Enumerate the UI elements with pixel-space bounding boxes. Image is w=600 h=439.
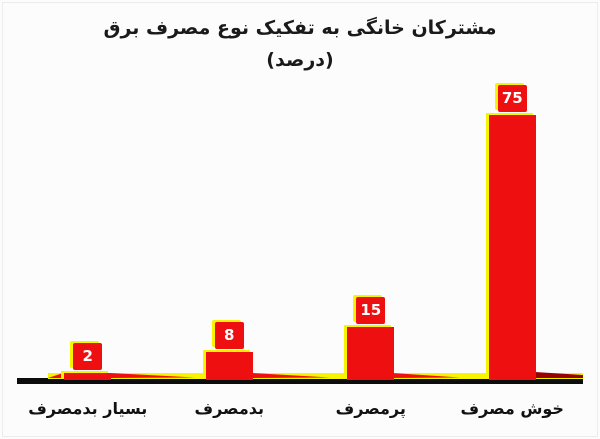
chart-title-line2: (درصد): [266, 49, 334, 71]
x-axis-category-label: پرمصرف: [335, 399, 406, 418]
bar-column: 15: [300, 297, 442, 380]
trail-bar3: [392, 373, 460, 378]
baseline-red-trails: [48, 372, 583, 378]
trail-bar1: [110, 373, 195, 378]
chart-title: مشترکان خانگی به تفکیک نوع مصرف برق (درص…: [0, 12, 600, 76]
baseline-yellow-strip: [48, 373, 583, 379]
x-axis-category-label: بدمصرف: [194, 399, 264, 418]
bar-column: 8: [159, 322, 301, 380]
bar: [347, 327, 395, 380]
x-axis-labels: بسیار بدمصرف بدمصرف پرمصرف خوش مصرف: [17, 394, 583, 424]
bar: [205, 352, 253, 380]
bar-value-label: 75: [497, 85, 527, 112]
chart-title-line1: مشترکان خانگی به تفکیک نوع مصرف برق: [103, 17, 497, 39]
x-axis-category-label: خوش مصرف: [460, 399, 564, 418]
x-axis-line: [17, 378, 583, 384]
trail-bar4: [535, 372, 583, 378]
bar-value-label: 8: [214, 322, 244, 349]
x-axis-category-label: بسیار بدمصرف: [28, 399, 148, 418]
plot-area: 2 8 15 75: [17, 0, 583, 380]
bar: [64, 373, 112, 380]
trail-bar2: [252, 373, 330, 378]
bar: [488, 115, 536, 380]
bar-column: 2: [17, 343, 159, 380]
bar-column: 75: [442, 85, 584, 380]
bar-value-label: 2: [73, 343, 103, 370]
bar-value-label: 15: [356, 297, 386, 324]
trail-lead-in: [48, 373, 63, 378]
